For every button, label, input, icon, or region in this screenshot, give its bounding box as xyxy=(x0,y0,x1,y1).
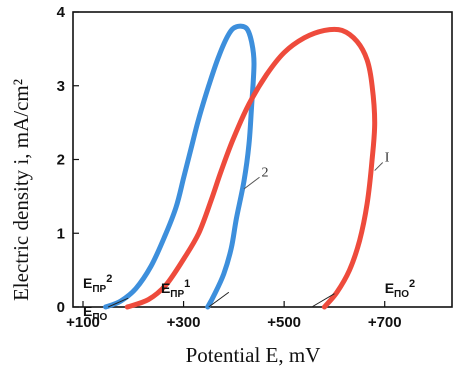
annotation-label: EПО2 xyxy=(385,278,415,300)
series-line-blue xyxy=(103,23,257,310)
y-tick-label: 0 xyxy=(57,299,65,316)
series-layer: 2I xyxy=(103,23,390,310)
y-tick-label: 3 xyxy=(57,78,65,95)
y-tick-label: 2 xyxy=(57,152,65,169)
plot-frame xyxy=(72,11,453,308)
curve-label-red: I xyxy=(385,151,390,166)
x-tick-label: +300 xyxy=(167,314,201,331)
x-tick-label: +100 xyxy=(66,314,100,331)
y-tick-label: 1 xyxy=(57,225,65,242)
annotation-label: EПР1 xyxy=(161,278,190,300)
curve-label-blue: 2 xyxy=(262,165,269,180)
x-tick-label: +700 xyxy=(368,314,402,331)
y-tick-label: 4 xyxy=(57,4,66,21)
tangent-line xyxy=(208,291,230,308)
y-axis-title: Electric density i, mA/cm² xyxy=(9,79,33,301)
annotation-label: EПР2 xyxy=(83,273,112,295)
curve-label-leader xyxy=(374,162,384,171)
series-line-red xyxy=(124,26,378,310)
x-axis-title: Potential E, mV xyxy=(186,343,321,367)
tangent-line xyxy=(311,293,335,308)
x-tick-label: +500 xyxy=(267,314,301,331)
annotation-label: EПО xyxy=(83,303,108,323)
curve-label-leader xyxy=(243,176,260,190)
axes: +100 +300 +500 +700 0 1 2 3 4 xyxy=(57,4,453,331)
tangent-line xyxy=(107,297,129,308)
annotations-layer: EПР2 EПО EПР1 EПО2 xyxy=(83,273,415,323)
